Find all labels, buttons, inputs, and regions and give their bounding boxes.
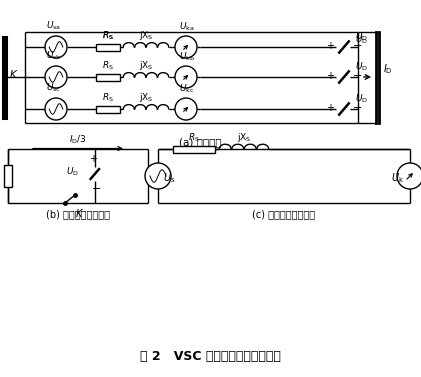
Circle shape — [45, 66, 67, 88]
Text: −: − — [353, 41, 362, 51]
Text: $U_{\rm D}$: $U_{\rm D}$ — [66, 166, 79, 178]
Bar — [96, 106, 120, 112]
Text: +: + — [326, 71, 334, 81]
Circle shape — [175, 66, 197, 88]
Bar — [173, 146, 215, 153]
Text: $U_{\rm kc}$: $U_{\rm kc}$ — [179, 83, 195, 95]
Text: +: + — [89, 154, 97, 164]
Text: $U_{\rm s}$: $U_{\rm s}$ — [163, 171, 175, 185]
Circle shape — [45, 98, 67, 120]
Text: $U_{\rm D}$: $U_{\rm D}$ — [355, 92, 368, 105]
Text: $U_{\rm sa}$: $U_{\rm sa}$ — [46, 20, 61, 32]
Text: 图 2   VSC 换流器交流侧等效电路: 图 2 VSC 换流器交流侧等效电路 — [140, 350, 280, 363]
Text: $U_{\rm ka}$: $U_{\rm ka}$ — [179, 20, 195, 33]
Text: $\rm jX_S$: $\rm jX_S$ — [237, 131, 251, 144]
Text: $\rm jX_S$: $\rm jX_S$ — [139, 90, 153, 104]
Bar — [4, 165, 12, 187]
Text: $U_{\rm sb}$: $U_{\rm sb}$ — [46, 49, 62, 62]
Text: $U_{\rm sc}$: $U_{\rm sc}$ — [46, 81, 61, 94]
Text: $U_{\rm k}$: $U_{\rm k}$ — [391, 171, 404, 185]
Text: $R_{\rm S}$: $R_{\rm S}$ — [102, 91, 114, 104]
Text: $U_{\rm kb}$: $U_{\rm kb}$ — [179, 51, 195, 63]
Text: −: − — [92, 184, 101, 194]
Text: $R_{\rm S}$: $R_{\rm S}$ — [188, 132, 200, 144]
Text: K: K — [76, 209, 83, 219]
Circle shape — [175, 36, 197, 58]
Text: (c) 交流回路等效电路: (c) 交流回路等效电路 — [253, 209, 316, 219]
Text: −: − — [353, 103, 362, 113]
Circle shape — [45, 36, 67, 58]
Text: $I_{\rm D}/3$: $I_{\rm D}/3$ — [69, 133, 87, 146]
Bar — [96, 43, 120, 51]
Text: $U_{\rm D}$: $U_{\rm D}$ — [355, 33, 368, 46]
Circle shape — [175, 98, 197, 120]
Circle shape — [145, 163, 171, 189]
Text: $I_{\rm D}$: $I_{\rm D}$ — [383, 62, 393, 76]
Text: $U_{\rm D}$: $U_{\rm D}$ — [355, 31, 368, 43]
Text: $R_{\rm S}$: $R_{\rm S}$ — [102, 29, 114, 41]
Text: (a) 等效电路: (a) 等效电路 — [179, 137, 221, 147]
Text: $\rm jX_S$: $\rm jX_S$ — [139, 58, 153, 72]
Text: $U_{\rm D}$: $U_{\rm D}$ — [355, 60, 368, 73]
Text: (b) 直流回路等效电路: (b) 直流回路等效电路 — [46, 209, 110, 219]
Text: +: + — [326, 103, 334, 113]
Text: −: − — [353, 71, 362, 81]
Text: +: + — [326, 41, 334, 51]
Text: $\rm jX_S$: $\rm jX_S$ — [139, 29, 153, 41]
Text: K: K — [10, 70, 16, 81]
Bar — [96, 74, 120, 81]
Circle shape — [397, 163, 421, 189]
Text: $R_{\rm S}$: $R_{\rm S}$ — [102, 59, 114, 72]
Text: $R_{\rm S}$: $R_{\rm S}$ — [102, 29, 114, 41]
